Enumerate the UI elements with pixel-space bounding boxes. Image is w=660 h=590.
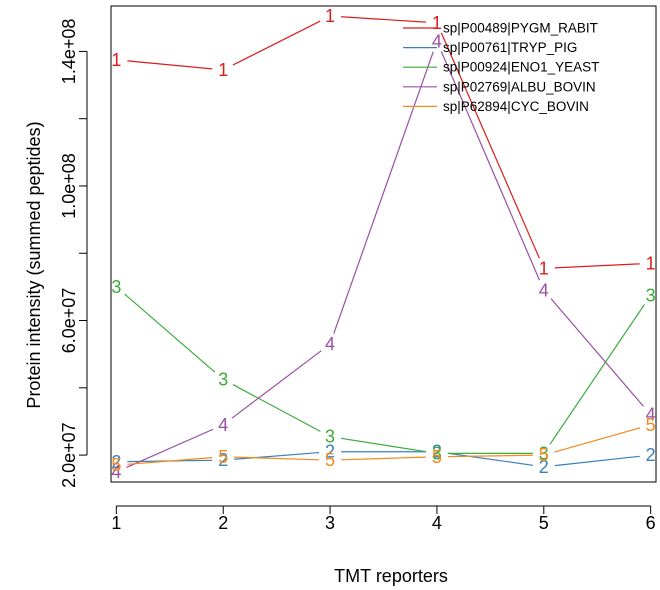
data-point: 3 (539, 443, 549, 463)
legend: sp|P00489|PYGM_RABIT sp|P00761|TRYP_PIGsp… (403, 21, 599, 114)
data-point: 3 (111, 277, 121, 297)
x-tick-label: 4 (432, 513, 442, 533)
series-line-segment (447, 452, 533, 466)
series-1: 1 1 1 1 1 1 (111, 6, 655, 278)
y-tick-label: 1.0e+08 (59, 153, 79, 219)
legend-label: sp|P00761|TRYP_PIG (443, 40, 577, 55)
series-line-segment (333, 51, 434, 334)
y-tick-label: 1.4e+08 (59, 19, 79, 85)
data-point: 1 (646, 253, 656, 273)
data-point: 5 (539, 445, 549, 465)
legend-item: sp|P00761|TRYP_PIG (403, 40, 577, 55)
data-point: 3 (325, 427, 335, 447)
series-line-segment (554, 263, 640, 269)
x-tick-label: 2 (218, 513, 228, 533)
data-point: 4 (218, 415, 228, 435)
data-point: 5 (325, 450, 335, 470)
legend-item: sp|P62894|CYC_BOVIN (403, 99, 589, 114)
series-line-segment (554, 427, 641, 453)
series-line-segment (549, 304, 645, 445)
series-5: 5 5 5 5 5 5 (111, 415, 655, 475)
series-line-segment (341, 456, 426, 461)
data-point: 1 (432, 13, 442, 33)
data-point: 2 (325, 442, 335, 462)
data-point: 3 (218, 369, 228, 389)
legend-label: sp|P62894|CYC_BOVIN (443, 99, 589, 114)
data-point: 2 (646, 445, 656, 465)
legend-item: sp|P00924|ENO1_YEAST (403, 60, 599, 75)
series-line-segment (231, 350, 322, 419)
data-point: 2 (111, 452, 121, 472)
series-line-segment (447, 454, 533, 458)
series-line-segment (232, 20, 321, 66)
series-3: 3 3 3 3 3 3 (111, 277, 655, 464)
series-line-segment (440, 32, 540, 259)
legend-label: sp|P02769|ALBU_BOVIN (443, 79, 596, 94)
data-point: 2 (432, 442, 442, 462)
data-point: 2 (218, 450, 228, 470)
series-line-segment (340, 437, 427, 453)
legend-label: sp|P00924|ENO1_YEAST (443, 60, 599, 75)
x-tick-label: 5 (539, 513, 549, 533)
series-line-segment (554, 455, 640, 467)
data-point: 5 (218, 447, 228, 467)
y-axis-title: Protein intensity (summed peptides) (24, 121, 44, 408)
data-point: 3 (646, 285, 656, 305)
legend-label: sp|P00489|PYGM_RABIT (443, 21, 598, 36)
data-point: 1 (111, 50, 121, 70)
series-line-segment (232, 384, 321, 432)
x-tick-label: 6 (646, 513, 656, 533)
x-axis-title: TMT reporters (334, 566, 448, 586)
data-point: 5 (432, 447, 442, 467)
y-tick-label: 6.0e+07 (59, 288, 79, 354)
legend-item: sp|P00489|PYGM_RABIT (403, 21, 598, 36)
series-line-segment (127, 60, 213, 70)
x-axis: 1 2 3 4 5 6 (111, 505, 656, 533)
data-point: 1 (325, 6, 335, 26)
x-tick-label: 1 (111, 513, 121, 533)
y-tick-label: 2.0e+07 (59, 422, 79, 488)
data-point: 5 (646, 415, 656, 435)
series-line-segment (440, 51, 541, 281)
series-line-segment (124, 293, 216, 373)
x-tick-label: 3 (325, 513, 335, 533)
series-line-segment (127, 457, 213, 465)
data-point: 4 (325, 334, 335, 354)
series-4: 4 4 4 4 4 4 (111, 31, 655, 482)
data-point: 4 (539, 280, 549, 300)
series-line-segment (234, 456, 320, 461)
data-point: 5 (111, 455, 121, 475)
series-line-segment (126, 428, 214, 469)
data-point: 3 (432, 443, 442, 463)
series-line-segment (341, 16, 426, 23)
series-line-segment (550, 298, 644, 407)
legend-item: sp|P02769|ALBU_BOVIN (403, 79, 596, 94)
plot-box (110, 5, 657, 483)
y-axis: 2.0e+07 6.0e+07 1.0e+08 1.4e+08 (59, 19, 88, 488)
data-point: 4 (111, 462, 121, 482)
data-point: 1 (218, 60, 228, 80)
data-point: 2 (539, 457, 549, 477)
data-point: 1 (539, 258, 549, 278)
data-point: 4 (432, 31, 442, 51)
plot-frame (110, 5, 657, 483)
data-point: 4 (646, 405, 656, 425)
